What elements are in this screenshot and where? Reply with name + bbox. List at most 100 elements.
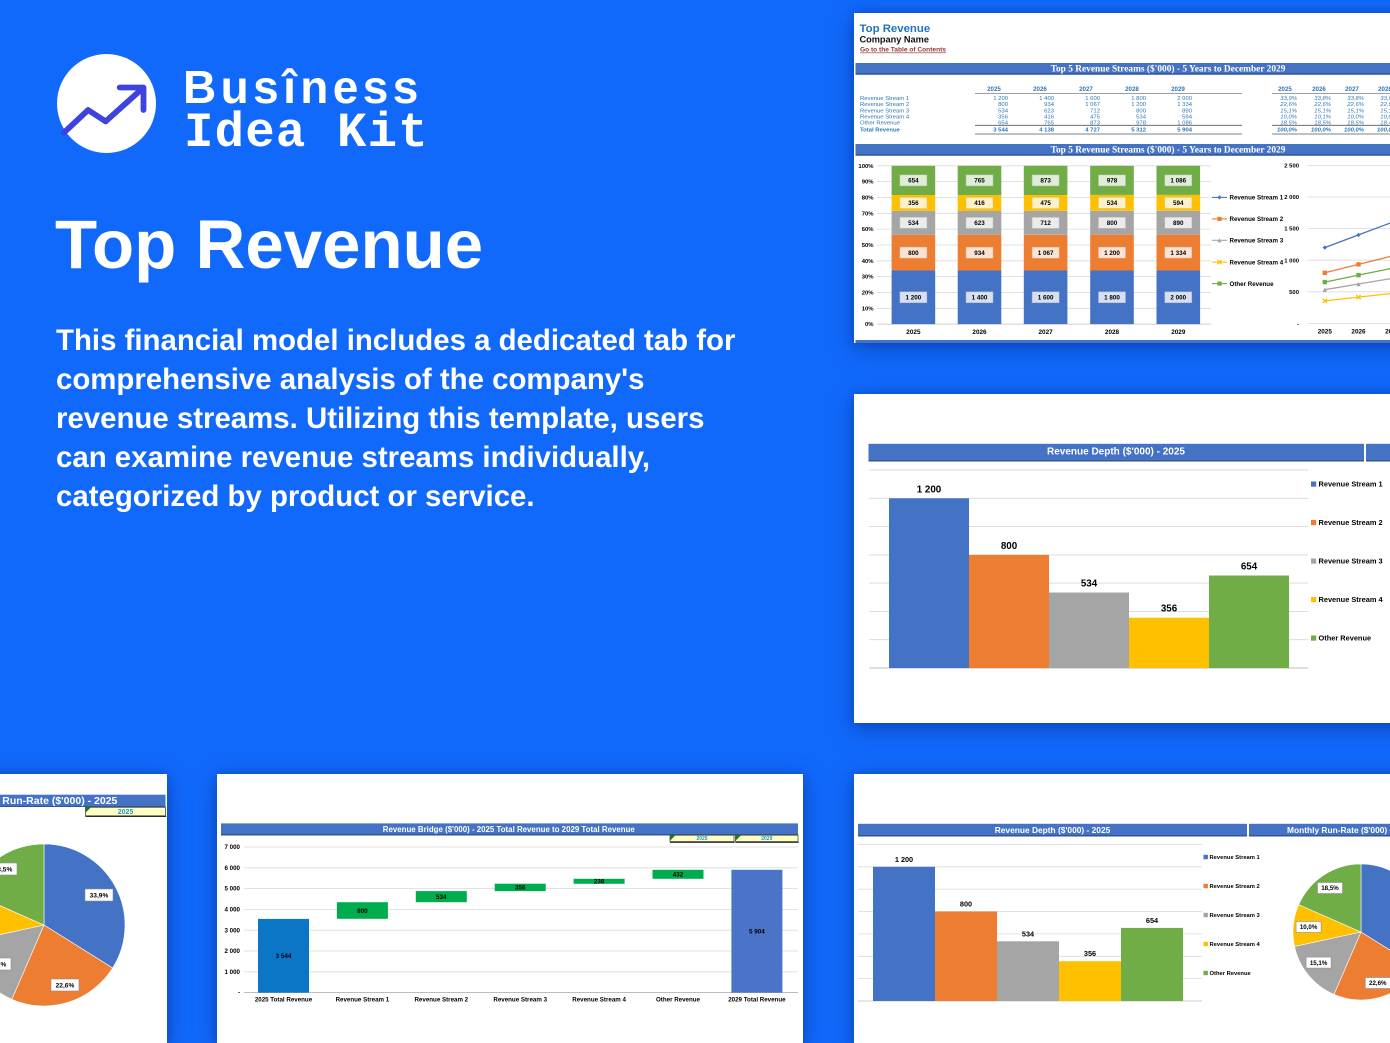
svg-text:2026: 2026 (1312, 86, 1326, 93)
svg-text:Revenue Stream 1: Revenue Stream 1 (860, 96, 909, 102)
svg-text:1 400: 1 400 (1039, 96, 1054, 102)
svg-text:356: 356 (1161, 604, 1178, 615)
svg-text:594: 594 (1182, 114, 1193, 120)
svg-text:100%: 100% (858, 164, 874, 170)
svg-text:5 904: 5 904 (749, 928, 765, 935)
svg-text:10,1%: 10,1% (1314, 114, 1331, 120)
svg-text:2028: 2028 (1105, 329, 1120, 336)
svg-text:356: 356 (515, 885, 526, 892)
svg-text:978: 978 (1136, 120, 1147, 126)
svg-text:1 500: 1 500 (1284, 227, 1299, 233)
svg-text:2027: 2027 (1345, 86, 1359, 93)
svg-text:Other Revenue: Other Revenue (656, 997, 701, 1004)
svg-text:1 086: 1 086 (1177, 120, 1192, 126)
svg-text:1 400: 1 400 (972, 295, 988, 302)
svg-text:1 200: 1 200 (1104, 250, 1120, 257)
svg-text:4 727: 4 727 (1085, 128, 1100, 134)
svg-text:Revenue Stream 1: Revenue Stream 1 (1210, 855, 1261, 861)
svg-text:18,5%: 18,5% (1280, 120, 1297, 126)
svg-text:80%: 80% (862, 196, 875, 202)
svg-text:2025: 2025 (118, 809, 134, 816)
svg-text:765: 765 (1044, 120, 1055, 126)
svg-text:2028: 2028 (1125, 86, 1139, 93)
svg-text:3 544: 3 544 (993, 128, 1008, 134)
svg-text:18,5%: 18,5% (0, 866, 12, 873)
svg-text:18,5%: 18,5% (1347, 120, 1364, 126)
svg-text:4 138: 4 138 (1039, 128, 1054, 134)
svg-text:594: 594 (1173, 200, 1184, 207)
svg-text:Company Name: Company Name (860, 35, 929, 45)
svg-text:Revenue Stream 2: Revenue Stream 2 (1210, 884, 1260, 890)
svg-text:534: 534 (1136, 114, 1147, 120)
svg-text:Other Revenue: Other Revenue (1319, 634, 1372, 643)
svg-text:Total Revenue: Total Revenue (860, 128, 901, 134)
svg-text:40%: 40% (862, 259, 875, 265)
svg-text:534: 534 (908, 220, 919, 227)
svg-text:22,6%: 22,6% (1279, 102, 1297, 108)
svg-text:978: 978 (1107, 178, 1118, 185)
svg-text:Revenue Stream 2: Revenue Stream 2 (1230, 216, 1284, 223)
svg-text:1 200: 1 200 (993, 96, 1008, 102)
svg-text:Revenue Stream 2: Revenue Stream 2 (860, 102, 909, 108)
svg-text:5 000: 5 000 (225, 886, 241, 893)
svg-text:654: 654 (1241, 562, 1258, 573)
svg-text:654: 654 (998, 120, 1009, 126)
svg-text:890: 890 (1182, 108, 1193, 114)
svg-text:765: 765 (974, 178, 985, 185)
svg-text:356: 356 (998, 114, 1009, 120)
svg-text:100,0%: 100,0% (1344, 128, 1365, 134)
svg-text:2026: 2026 (1351, 329, 1366, 336)
svg-text:15,1%: 15,1% (1380, 108, 1390, 114)
svg-text:Monthly Run-Rate ($'000) - 202: Monthly Run-Rate ($'000) - 2025 (0, 795, 118, 807)
svg-text:2025: 2025 (906, 329, 921, 336)
svg-text:800: 800 (998, 102, 1009, 108)
svg-text:15,1%: 15,1% (1314, 108, 1331, 114)
svg-text:Revenue Stream 4: Revenue Stream 4 (572, 997, 626, 1004)
svg-text:1 200: 1 200 (917, 484, 942, 495)
svg-text:33,9%: 33,9% (1280, 96, 1297, 102)
svg-text:Revenue Stream 4: Revenue Stream 4 (860, 114, 910, 120)
svg-text:4 000: 4 000 (225, 907, 241, 914)
svg-text:6 000: 6 000 (225, 865, 241, 872)
svg-text:2027: 2027 (1038, 329, 1053, 336)
svg-text:1 200: 1 200 (1131, 102, 1146, 108)
svg-text:Other Revenue: Other Revenue (1210, 971, 1252, 977)
svg-text:2025: 2025 (987, 86, 1001, 93)
svg-text:Revenue Depth ($'000) - 2025: Revenue Depth ($'000) - 2025 (995, 825, 1111, 835)
svg-text:534: 534 (1081, 579, 1098, 590)
svg-text:Revenue Stream 3: Revenue Stream 3 (1319, 557, 1383, 566)
svg-text:-: - (1297, 322, 1299, 328)
svg-text:712: 712 (1040, 220, 1051, 227)
svg-text:934: 934 (1044, 102, 1055, 108)
svg-text:1 800: 1 800 (1131, 96, 1146, 102)
svg-text:100,0%: 100,0% (1377, 128, 1390, 134)
svg-text:890: 890 (1173, 220, 1184, 227)
svg-text:10,0%: 10,0% (1280, 114, 1297, 120)
svg-text:15,1%: 15,1% (0, 961, 6, 968)
svg-text:416: 416 (974, 200, 985, 207)
svg-text:18,5%: 18,5% (1314, 120, 1331, 126)
svg-text:2025: 2025 (696, 836, 707, 842)
svg-text:623: 623 (1044, 108, 1055, 114)
svg-text:873: 873 (1040, 178, 1051, 185)
svg-text:238: 238 (594, 879, 605, 886)
svg-text:Monthly Run-Rate ($'000) - 202: Monthly Run-Rate ($'000) - 2025 (1287, 825, 1390, 835)
svg-text:22,6%: 22,6% (1369, 980, 1387, 987)
svg-text:Revenue Stream 3: Revenue Stream 3 (1230, 238, 1284, 245)
svg-text:30%: 30% (862, 275, 875, 281)
svg-text:Revenue Stream 1: Revenue Stream 1 (336, 997, 390, 1004)
svg-text:1 000: 1 000 (225, 969, 241, 976)
svg-text:Revenue Stream 3: Revenue Stream 3 (1210, 913, 1261, 919)
svg-text:Revenue Stream 2: Revenue Stream 2 (1319, 518, 1383, 527)
svg-text:33,9%: 33,9% (1380, 96, 1390, 102)
svg-text:800: 800 (1136, 108, 1147, 114)
svg-text:1 200: 1 200 (895, 855, 913, 864)
svg-text:800: 800 (960, 900, 972, 909)
svg-text:Revenue Stream 1: Revenue Stream 1 (1319, 480, 1383, 489)
svg-text:1 067: 1 067 (1085, 102, 1100, 108)
svg-text:416: 416 (1044, 114, 1055, 120)
svg-text:Revenue Bridge ($'000) - 2025: Revenue Bridge ($'000) - 2025 Total Reve… (383, 825, 636, 834)
svg-text:33,8%: 33,8% (1347, 96, 1364, 102)
svg-text:800: 800 (1107, 220, 1118, 227)
svg-text:2029: 2029 (761, 836, 772, 842)
